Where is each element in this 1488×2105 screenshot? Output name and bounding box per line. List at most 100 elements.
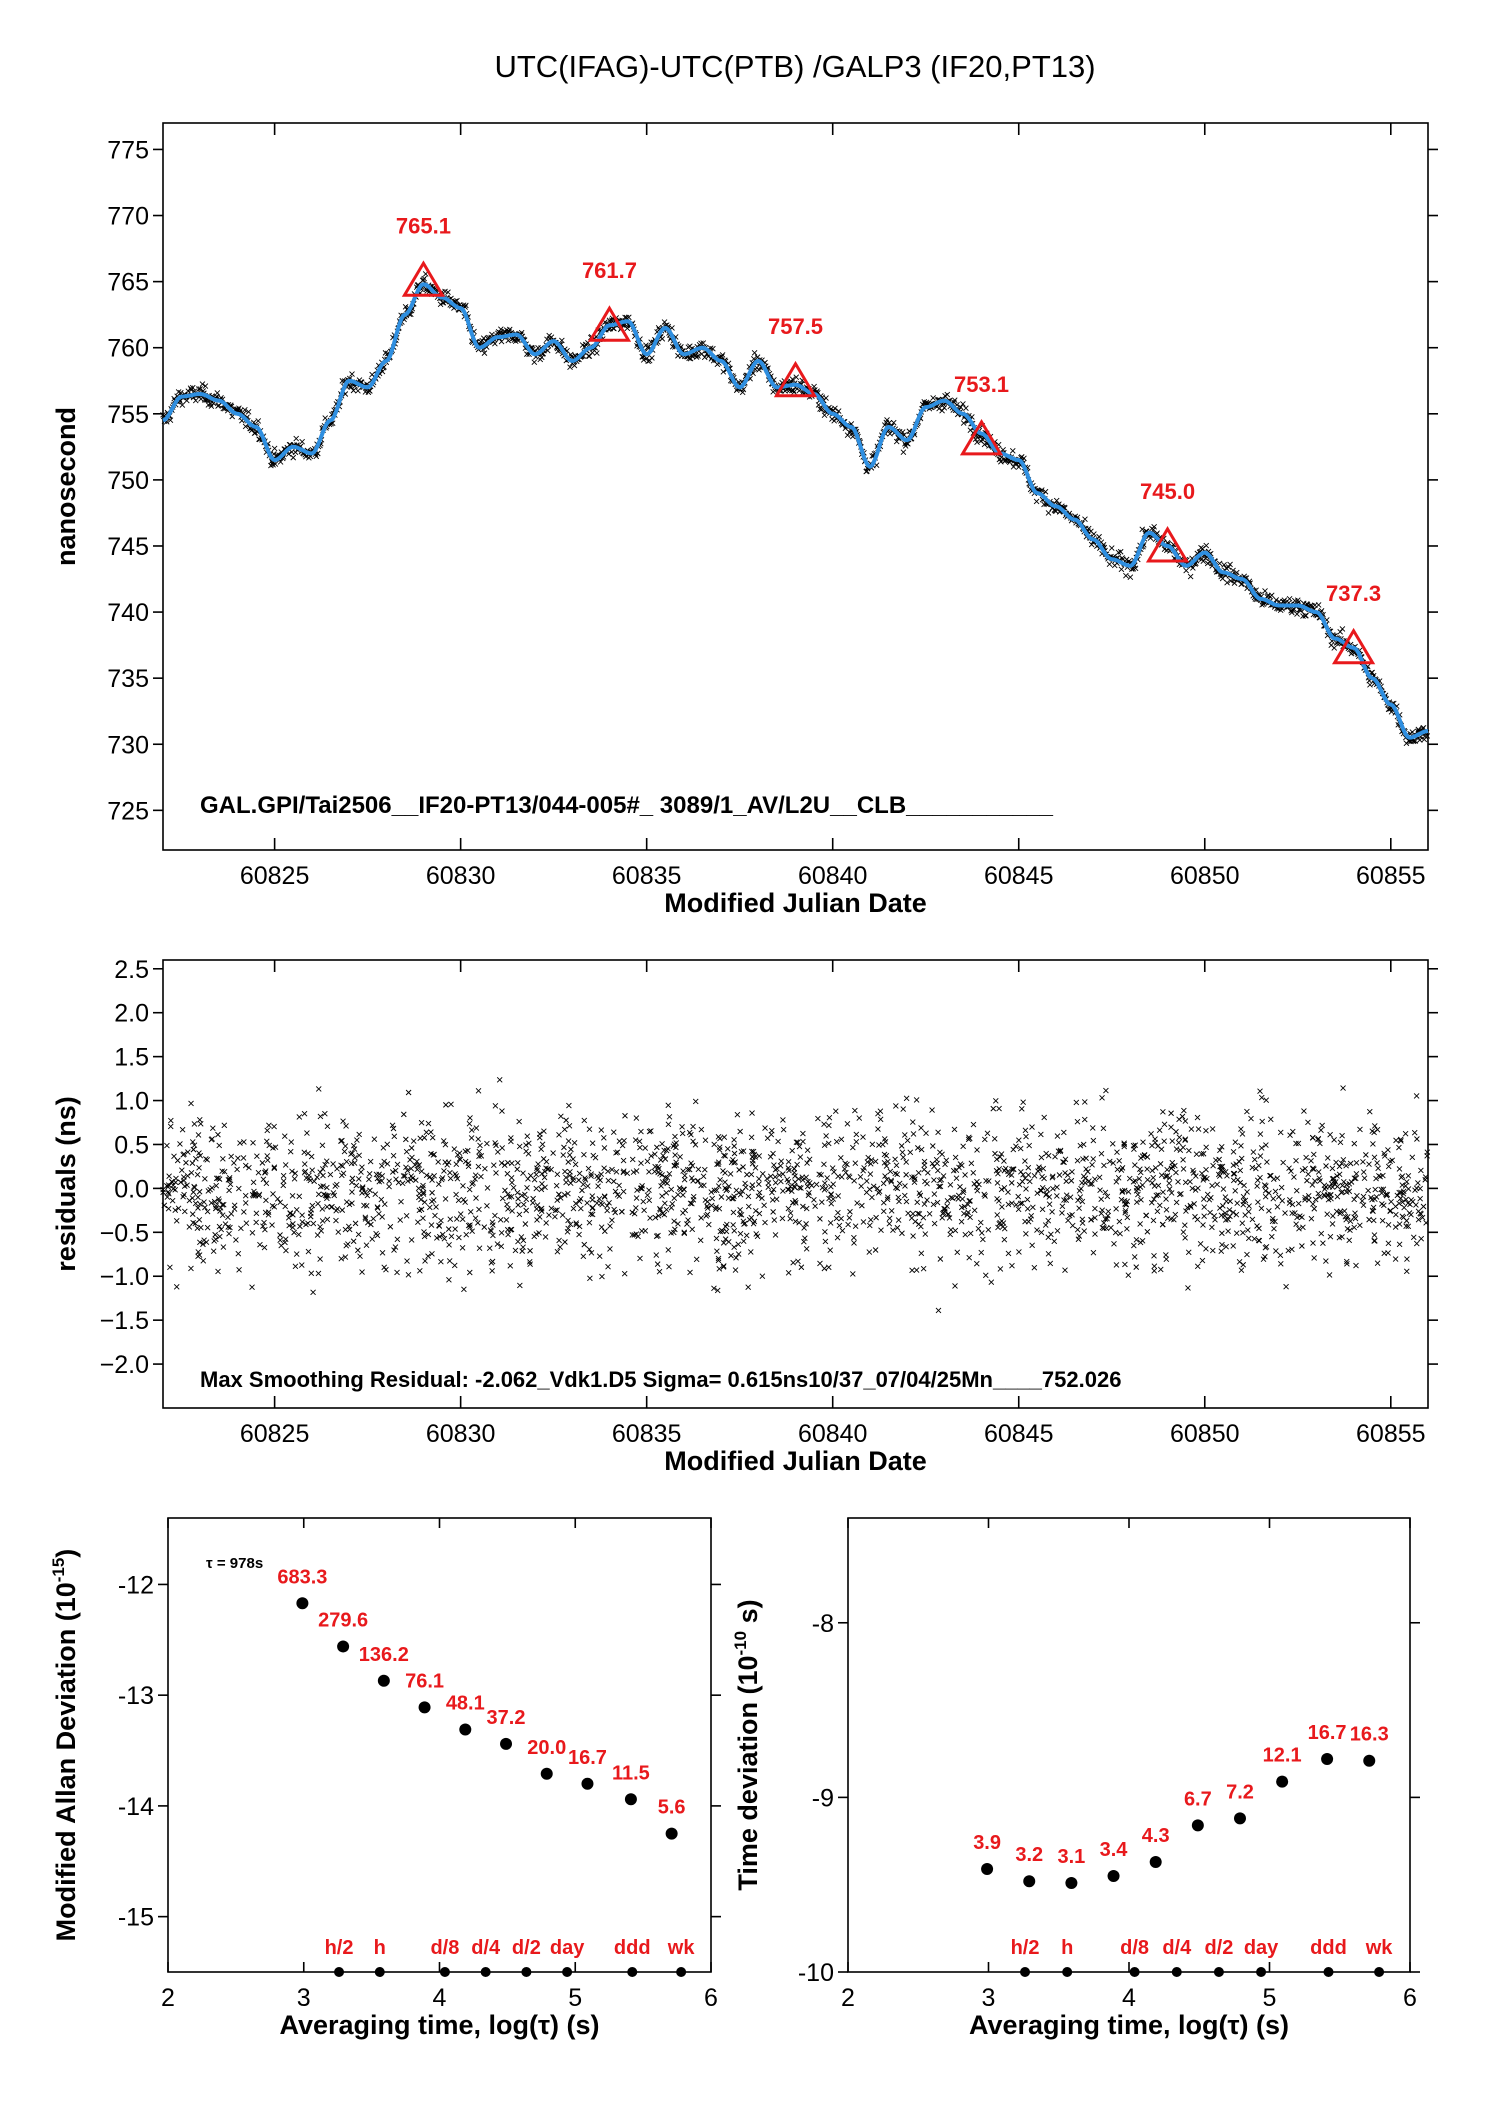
raw-point <box>1091 531 1097 537</box>
residual-point <box>1357 1126 1363 1133</box>
residual-point <box>379 1249 386 1256</box>
residual-point <box>1379 1217 1386 1224</box>
residual-point <box>705 1221 712 1228</box>
y-tick-label: −1.5 <box>100 1307 149 1335</box>
residual-point <box>476 1206 482 1213</box>
residual-point <box>571 1140 578 1146</box>
raw-point <box>420 277 427 283</box>
raw-point <box>242 423 249 430</box>
residual-point <box>1016 1181 1023 1188</box>
residual-point <box>744 1171 750 1178</box>
data-label: 3.2 <box>1015 1844 1043 1866</box>
residual-point <box>1336 1171 1343 1178</box>
residual-point <box>1005 1189 1011 1195</box>
plot-frame <box>162 122 1429 851</box>
residual-point <box>731 1150 738 1157</box>
raw-point <box>167 417 174 424</box>
residual-point <box>821 1180 828 1187</box>
residual-point <box>1045 1250 1052 1257</box>
residual-point <box>730 1222 736 1228</box>
y-axis-label: residuals (ns) <box>51 1096 81 1272</box>
residual-point <box>1098 1150 1105 1157</box>
residual-point <box>526 1140 532 1147</box>
residual-point <box>403 1148 410 1155</box>
residual-point <box>872 1247 879 1253</box>
time-marker-label: wk <box>667 1937 696 1959</box>
raw-point <box>1268 592 1275 599</box>
residual-point <box>1323 1258 1329 1264</box>
residual-point <box>749 1160 756 1167</box>
data-point <box>1149 1855 1162 1868</box>
raw-point <box>1187 573 1194 580</box>
residual-point <box>879 1141 886 1148</box>
residual-point <box>716 1144 723 1150</box>
residual-point <box>896 1180 903 1187</box>
raw-point <box>1042 488 1049 495</box>
residual-point <box>596 1195 603 1202</box>
residual-point <box>204 1224 211 1231</box>
residual-point <box>826 1122 832 1129</box>
residual-point <box>589 1205 596 1212</box>
residual-point <box>283 1247 289 1254</box>
residual-point <box>1125 1272 1132 1279</box>
residual-point <box>235 1155 241 1162</box>
residual-point <box>216 1233 223 1240</box>
residual-point <box>914 1199 921 1206</box>
residual-point <box>737 1230 744 1237</box>
residual-point <box>504 1226 511 1233</box>
residual-point <box>1144 1228 1151 1235</box>
residual-point <box>845 1221 851 1228</box>
residual-point <box>394 1236 401 1243</box>
raw-point <box>710 345 716 352</box>
residual-point <box>1152 1136 1158 1142</box>
residual-point <box>221 1122 228 1129</box>
residual-point <box>1380 1202 1387 1209</box>
residual-point <box>1201 1204 1208 1210</box>
residual-point <box>1105 1208 1112 1215</box>
residual-point <box>733 1254 739 1261</box>
residual-point <box>1039 1206 1046 1213</box>
residual-point <box>723 1228 730 1235</box>
residual-point <box>825 1140 832 1147</box>
residual-point <box>944 1203 950 1209</box>
residual-point <box>1001 1236 1008 1243</box>
raw-point <box>454 297 460 304</box>
residual-point <box>685 1217 691 1223</box>
residual-point <box>510 1184 517 1191</box>
data-label: 37.2 <box>487 1707 526 1729</box>
residual-point <box>1029 1242 1035 1249</box>
residual-point <box>1152 1165 1159 1171</box>
residual-point <box>295 1231 302 1238</box>
residual-point <box>514 1160 521 1166</box>
residual-point <box>355 1247 361 1254</box>
residual-point <box>1047 1260 1054 1267</box>
residuals-plot: 60825 60830 60835 60840 60845 60850 60855−2.0−… <box>51 956 1438 1476</box>
residual-point <box>880 1180 887 1187</box>
residual-point <box>386 1183 392 1190</box>
residual-point <box>405 1272 412 1278</box>
residual-point <box>1372 1237 1378 1244</box>
residual-point <box>1233 1211 1240 1218</box>
residual-point <box>609 1217 615 1223</box>
residual-point <box>1403 1268 1410 1275</box>
residual-point <box>1231 1170 1237 1177</box>
residual-point <box>237 1140 243 1146</box>
time-marker-label: ddd <box>1310 1937 1347 1959</box>
residual-point <box>1161 1121 1168 1128</box>
residual-point <box>581 1241 588 1248</box>
residual-point <box>446 1242 452 1248</box>
residual-point <box>895 1217 902 1223</box>
raw-point <box>811 383 817 390</box>
residual-point <box>1257 1131 1264 1137</box>
residual-point <box>860 1134 866 1140</box>
residual-point <box>319 1218 326 1224</box>
data-label: 6.7 <box>1184 1788 1212 1810</box>
residual-point <box>543 1220 550 1226</box>
residual-point <box>280 1182 287 1189</box>
residual-point <box>255 1169 262 1176</box>
x-tick-label: 60830 <box>426 862 496 890</box>
residual-point <box>342 1143 349 1149</box>
residual-point <box>543 1158 550 1165</box>
residual-point <box>1327 1233 1334 1240</box>
y-tick-label: 1.0 <box>114 1088 149 1116</box>
